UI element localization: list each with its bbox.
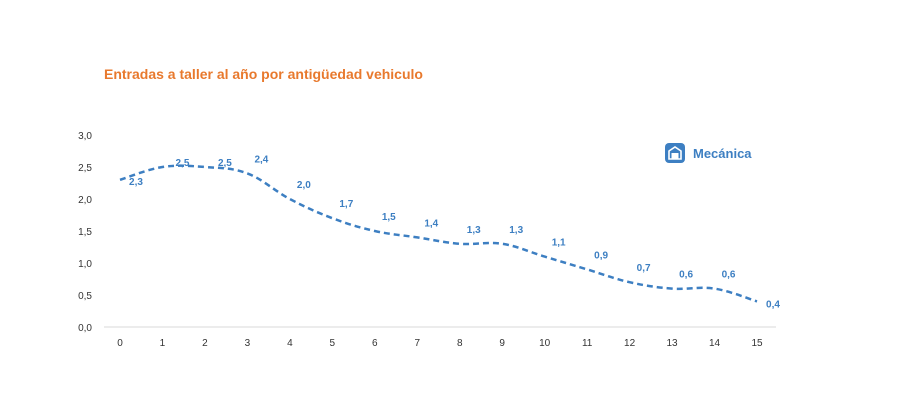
data-label: 2,0 xyxy=(297,180,311,191)
y-tick-label: 1,5 xyxy=(78,227,92,238)
x-tick-label: 4 xyxy=(287,338,293,349)
x-tick-label: 7 xyxy=(414,338,420,349)
data-label: 1,1 xyxy=(552,238,566,249)
x-tick-label: 14 xyxy=(709,338,721,349)
y-tick-label: 0,0 xyxy=(78,323,92,334)
data-label: 2,4 xyxy=(254,154,268,165)
x-tick-label: 1 xyxy=(160,338,166,349)
legend: Mecánica xyxy=(665,143,752,163)
x-tick-label: 0 xyxy=(117,338,123,349)
garage-icon xyxy=(665,143,685,163)
x-tick-label: 15 xyxy=(751,338,763,349)
data-label: 1,3 xyxy=(509,225,523,236)
data-label: 2,5 xyxy=(176,158,190,169)
x-tick-label: 9 xyxy=(499,338,505,349)
x-tick-label: 12 xyxy=(624,338,636,349)
x-tick-label: 13 xyxy=(667,338,679,349)
data-label: 1,4 xyxy=(424,218,438,229)
data-label: 2,3 xyxy=(129,177,143,188)
x-tick-label: 3 xyxy=(245,338,251,349)
x-tick-label: 6 xyxy=(372,338,378,349)
x-tick-label: 10 xyxy=(539,338,551,349)
series-line xyxy=(119,164,758,303)
data-label: 1,3 xyxy=(467,225,481,236)
data-label: 0,9 xyxy=(594,250,608,261)
data-label: 0,7 xyxy=(637,263,651,274)
x-tick-label: 11 xyxy=(582,338,593,349)
data-label: 1,7 xyxy=(339,199,353,210)
data-label: 2,5 xyxy=(218,158,232,169)
data-label: 0,4 xyxy=(766,299,780,310)
legend-label: Mecánica xyxy=(693,145,752,161)
data-label: 1,5 xyxy=(382,212,396,223)
y-tick-label: 1,0 xyxy=(78,259,92,270)
x-tick-label: 8 xyxy=(457,338,463,349)
x-tick-label: 2 xyxy=(202,338,208,349)
x-tick-label: 5 xyxy=(330,338,336,349)
y-tick-label: 2,0 xyxy=(78,195,92,206)
data-label: 0,6 xyxy=(722,270,736,281)
y-tick-label: 0,5 xyxy=(78,291,92,302)
data-label: 0,6 xyxy=(679,270,693,281)
chart-title: Entradas a taller al año por antigüedad … xyxy=(104,66,423,82)
y-tick-label: 3,0 xyxy=(78,131,92,142)
y-tick-label: 2,5 xyxy=(78,163,92,174)
